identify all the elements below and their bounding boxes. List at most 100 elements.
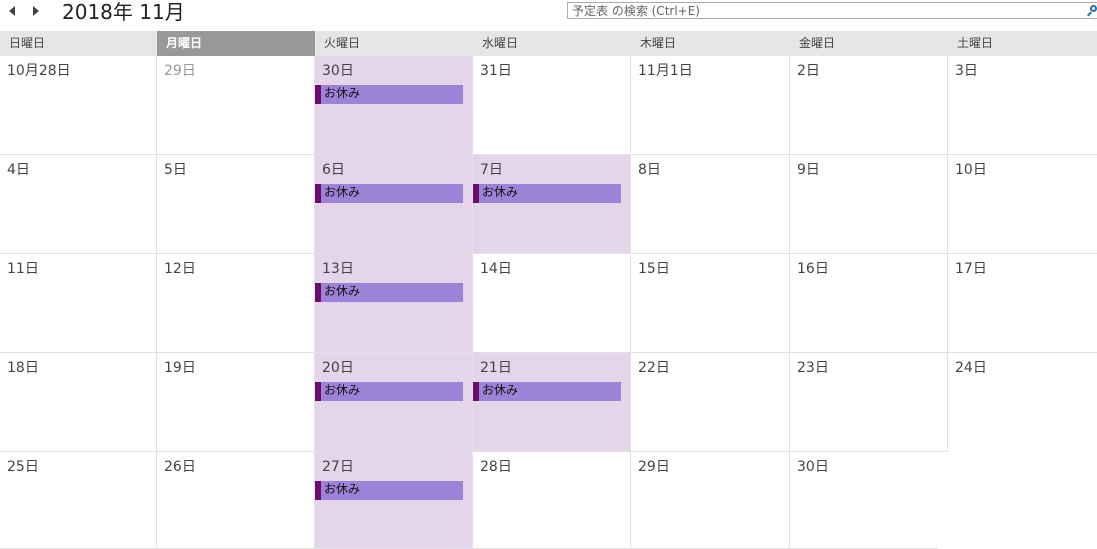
calendar-day-cell[interactable]: 13日お休み xyxy=(315,254,473,353)
weekday-header: 金曜日 xyxy=(799,36,836,50)
event-color-bar xyxy=(315,481,321,500)
calendar-day-cell[interactable]: 8日 xyxy=(631,155,790,254)
calendar-day-cell[interactable]: 31日 xyxy=(473,56,631,155)
event-title: お休み xyxy=(324,185,361,199)
date-label: 14日 xyxy=(480,261,512,277)
date-label: 8日 xyxy=(638,162,661,178)
date-label: 10日 xyxy=(955,162,987,178)
date-label: 22日 xyxy=(638,360,670,376)
event-color-bar xyxy=(315,283,321,302)
date-label: 18日 xyxy=(7,360,39,376)
calendar-day-cell[interactable]: 29日 xyxy=(157,56,315,155)
calendar-day-cell[interactable]: 25日 xyxy=(0,452,157,549)
date-label: 12日 xyxy=(164,261,196,277)
date-label: 9日 xyxy=(797,162,820,178)
calendar-day-cell[interactable]: 30日 xyxy=(790,452,948,549)
weekday-header: 土曜日 xyxy=(957,36,994,50)
date-label: 19日 xyxy=(164,360,196,376)
calendar-day-cell[interactable]: 12日 xyxy=(157,254,315,353)
date-label: 11日 xyxy=(7,261,39,277)
search-icon[interactable] xyxy=(1087,4,1097,18)
calendar-day-cell[interactable]: 21日お休み xyxy=(473,353,631,452)
date-label: 25日 xyxy=(7,459,39,475)
calendar-day-cell[interactable]: 9日 xyxy=(790,155,948,254)
event-color-bar xyxy=(473,382,479,401)
calendar-day-cell[interactable]: 10月28日 xyxy=(0,56,157,155)
date-label: 17日 xyxy=(955,261,987,277)
event-item[interactable]: お休み xyxy=(473,184,621,203)
weekday-header: 火曜日 xyxy=(324,36,361,50)
empty-area xyxy=(938,452,1097,549)
calendar-day-cell[interactable]: 14日 xyxy=(473,254,631,353)
calendar-day-cell[interactable]: 26日 xyxy=(157,452,315,549)
event-title: お休み xyxy=(324,284,361,298)
date-label: 30日 xyxy=(322,63,354,79)
calendar-day-cell[interactable]: 15日 xyxy=(631,254,790,353)
calendar-day-cell[interactable]: 19日 xyxy=(157,353,315,452)
calendar-day-cell[interactable]: 17日 xyxy=(948,254,1097,353)
date-label: 21日 xyxy=(480,360,512,376)
event-item[interactable]: お休み xyxy=(315,481,463,500)
calendar-day-cell[interactable]: 23日 xyxy=(790,353,948,452)
calendar-day-cell[interactable]: 24日 xyxy=(948,353,1097,452)
month-title: 2018年 11月 xyxy=(62,0,185,24)
date-label: 5日 xyxy=(164,162,187,178)
calendar-day-cell[interactable]: 29日 xyxy=(631,452,790,549)
calendar-day-cell[interactable]: 11月1日 xyxy=(631,56,790,155)
date-label: 16日 xyxy=(797,261,829,277)
calendar-day-cell[interactable]: 18日 xyxy=(0,353,157,452)
weekday-header: 水曜日 xyxy=(482,36,519,50)
next-month-icon[interactable] xyxy=(33,6,39,16)
event-title: お休み xyxy=(324,86,361,100)
date-label: 20日 xyxy=(322,360,354,376)
calendar-day-cell[interactable]: 7日お休み xyxy=(473,155,631,254)
event-title: お休み xyxy=(324,482,361,496)
date-label: 3日 xyxy=(955,63,978,79)
calendar-day-cell[interactable]: 28日 xyxy=(473,452,631,549)
weekday-header: 日曜日 xyxy=(9,36,46,50)
calendar-day-cell[interactable]: 6日お休み xyxy=(315,155,473,254)
calendar-day-cell[interactable]: 27日お休み xyxy=(315,452,473,549)
event-item[interactable]: お休み xyxy=(315,382,463,401)
event-item[interactable]: お休み xyxy=(473,382,621,401)
date-label: 28日 xyxy=(480,459,512,475)
date-label: 31日 xyxy=(480,63,512,79)
calendar-day-cell[interactable]: 11日 xyxy=(0,254,157,353)
calendar-toolbar: 2018年 11月 xyxy=(0,0,1097,31)
date-label: 2日 xyxy=(797,63,820,79)
date-label: 6日 xyxy=(322,162,345,178)
date-label: 23日 xyxy=(797,360,829,376)
date-label: 13日 xyxy=(322,261,354,277)
event-item[interactable]: お休み xyxy=(315,283,463,302)
calendar-day-cell[interactable]: 22日 xyxy=(631,353,790,452)
event-title: お休み xyxy=(324,383,361,397)
calendar-day-cell[interactable]: 16日 xyxy=(790,254,948,353)
weekday-header: 月曜日 xyxy=(157,31,315,60)
calendar-day-cell[interactable]: 20日お休み xyxy=(315,353,473,452)
calendar-day-cell[interactable]: 5日 xyxy=(157,155,315,254)
event-color-bar xyxy=(473,184,479,203)
previous-month-icon[interactable] xyxy=(9,6,15,16)
event-item[interactable]: お休み xyxy=(315,85,463,104)
date-label: 30日 xyxy=(797,459,829,475)
date-label: 15日 xyxy=(638,261,670,277)
calendar-day-cell[interactable]: 2日 xyxy=(790,56,948,155)
date-label: 24日 xyxy=(955,360,987,376)
event-title: お休み xyxy=(482,383,519,397)
date-label: 4日 xyxy=(7,162,30,178)
calendar-day-cell[interactable]: 30日お休み xyxy=(315,56,473,155)
calendar-day-cell[interactable]: 10日 xyxy=(948,155,1097,254)
event-color-bar xyxy=(315,85,321,104)
event-item[interactable]: お休み xyxy=(315,184,463,203)
weekday-header-row: 日曜日 月曜日 火曜日 水曜日 木曜日 金曜日 土曜日 xyxy=(0,31,1097,60)
calendar-day-cell[interactable]: 3日 xyxy=(948,56,1097,155)
date-label: 27日 xyxy=(322,459,354,475)
event-title: お休み xyxy=(482,185,519,199)
month-grid: 10月28日 29日 30日 お休み 31日 11月1日 2日 3日 4日 5日 6日 お休み 7日 お休… xyxy=(0,56,1097,549)
event-color-bar xyxy=(315,382,321,401)
date-label: 11月1日 xyxy=(638,63,693,79)
date-label: 26日 xyxy=(164,459,196,475)
calendar-search-input[interactable] xyxy=(567,2,1097,19)
calendar-day-cell[interactable]: 4日 xyxy=(0,155,157,254)
date-label: 7日 xyxy=(480,162,503,178)
